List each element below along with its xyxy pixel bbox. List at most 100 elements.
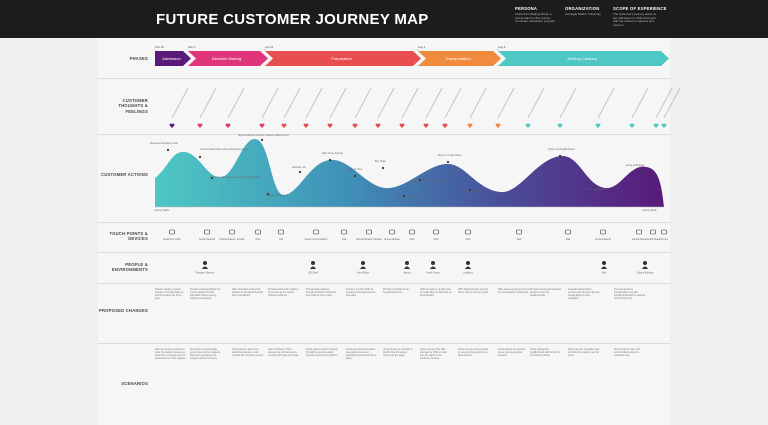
feeling-heart-icon — [525, 123, 531, 128]
scenario-text: China gets information about visa requir… — [346, 349, 377, 361]
action-label: Connects with classmates through social … — [210, 176, 261, 179]
device-icon — [661, 229, 667, 235]
proposed-change-text: Continue to utilize CMU for housing and … — [346, 289, 376, 298]
action-dot — [468, 188, 472, 192]
phase-date: Feb 18 — [155, 45, 164, 49]
thought-note — [329, 87, 347, 119]
device-icon — [433, 229, 439, 235]
persona-text: China from Beijing China, a recent admit… — [515, 12, 556, 24]
proposed-change-text: Present interactive transportation map w… — [614, 289, 646, 301]
action-label: Attend Orientation — [462, 190, 482, 193]
feeling-heart-icon — [281, 123, 287, 128]
phase-segment — [418, 51, 501, 66]
action-dot — [198, 155, 202, 159]
person-icon — [602, 261, 606, 265]
feeling-heart-icon — [661, 123, 667, 128]
action-label: Sign Enrollment Contract, Receive Welcom… — [238, 134, 289, 137]
thought-note — [283, 87, 301, 119]
device-icon — [341, 229, 347, 235]
device-icon — [278, 229, 284, 235]
touchpoint-label: Chrome — [660, 238, 669, 241]
row-label-scenarios: SCENARIOS — [121, 381, 148, 386]
thought-note — [655, 87, 673, 119]
proposed-change-text: CMU should provide students with a 'How … — [458, 289, 489, 295]
scenario-text: China joins a social media group where c… — [190, 349, 220, 361]
scenario-text: China uses the integrated map to find th… — [568, 349, 600, 358]
thought-note — [444, 87, 462, 119]
proposed-change-text: Offer consulting services for students t… — [232, 289, 263, 298]
device-icon — [636, 229, 642, 235]
scenario-text: China finds her way to the school buildi… — [614, 349, 641, 358]
action-dot — [260, 138, 264, 142]
people-label: Airport — [403, 272, 410, 275]
person-icon — [203, 261, 207, 265]
touchpoint-label: Visa Application Website — [356, 238, 383, 241]
person-icon — [404, 266, 410, 269]
feeling-heart-icon — [197, 123, 203, 128]
device-icon — [313, 229, 319, 235]
people-label: Gift Shelf — [308, 272, 318, 275]
person-icon — [601, 266, 607, 269]
proposed-change-text: Provide a checklist for all bureaucratic… — [383, 289, 409, 295]
person-icon — [431, 261, 435, 265]
feeling-heart-icon — [303, 123, 309, 128]
device-icon — [255, 229, 261, 235]
scenario-text: After enrollment, China receives the I-2… — [268, 349, 299, 358]
feeling-heart-icon — [327, 123, 333, 128]
device-icon — [516, 229, 522, 235]
person-icon — [643, 261, 647, 265]
scenario-text: China starts to look for housing through… — [306, 349, 338, 358]
thought-note — [227, 87, 245, 119]
thought-note — [597, 87, 615, 119]
proposed-change-text: CMU can partner up with Uber to create o… — [420, 289, 452, 298]
thought-note — [425, 87, 443, 119]
organization-block: ORGANIZATION Carnegie Mellon University — [565, 6, 609, 17]
thought-note — [377, 87, 395, 119]
phase-segment — [265, 51, 421, 66]
row-label-thoughts: CUSTOMER THOUGHTS & FEELINGS — [118, 98, 148, 114]
people-label: Bus — [602, 272, 607, 275]
feeling-heart-icon — [495, 123, 501, 128]
action-dot — [446, 160, 450, 164]
proposed-change-text: Provide basic guidance through WeChat or… — [306, 289, 337, 298]
phase-segment — [155, 51, 191, 66]
phase-label: Decision Making — [212, 56, 241, 61]
action-label: Look for Classmates with social media gr… — [200, 148, 249, 151]
people-label: Hotel Owner — [426, 272, 439, 275]
action-label: Receives Admission Letter — [150, 142, 178, 145]
person-icon — [642, 266, 648, 269]
action-dot — [210, 176, 214, 180]
thought-note — [469, 87, 487, 119]
action-label: Move in to New Home — [438, 154, 462, 157]
thought-note — [527, 87, 545, 119]
row-divider — [98, 283, 670, 284]
organization-text: Carnegie Mellon University — [565, 12, 601, 16]
row-label-changes: PROPOSED CHANGES — [98, 308, 148, 313]
device-icon — [169, 229, 175, 235]
feeling-heart-icon — [399, 123, 405, 128]
touchpoint-label: Mall — [566, 238, 571, 241]
action-dot — [418, 178, 422, 182]
row-label-touchpoints: TOUCH POINTS & DEVICES — [109, 231, 148, 242]
phase-segment — [188, 51, 268, 66]
touchpoint-label: Social Network — [595, 238, 612, 241]
device-icon — [229, 229, 235, 235]
scenario-text: After receiving the admission letter, th… — [155, 349, 187, 361]
action-label: Make plan for Temporary Housing — [410, 180, 447, 183]
action-label: Request I-20 — [292, 166, 306, 169]
phase-date: Aug 1 — [418, 45, 426, 49]
feeling-heart-icon — [467, 123, 473, 128]
touchpoint-label: Web — [517, 238, 523, 241]
person-icon — [202, 266, 208, 269]
phase-label: Preparation — [331, 56, 352, 61]
scope-heading: SCOPE OF EXPERIENCE — [613, 6, 667, 11]
thought-note — [199, 87, 217, 119]
thought-note — [171, 87, 189, 119]
thought-note — [497, 87, 515, 119]
journey-map-panel — [98, 38, 670, 425]
phase-date: Aug 8 — [498, 45, 506, 49]
touchpoint-label: Social Network — [199, 238, 216, 241]
feeling-heart-icon — [259, 123, 265, 128]
proposed-change-text: Provide mapping resident location on Goo… — [155, 289, 184, 301]
